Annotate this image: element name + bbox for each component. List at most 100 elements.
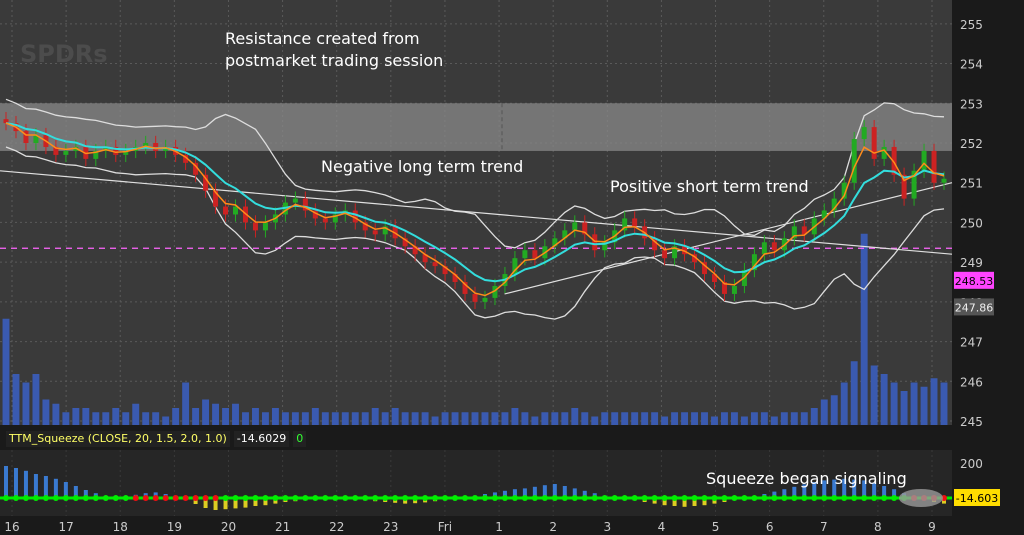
squeeze-dot <box>92 495 99 501</box>
volume-bar <box>501 412 509 425</box>
resistance-annotation-line1: Resistance created from <box>225 29 420 48</box>
volume-bar <box>2 318 10 425</box>
volume-bar <box>242 412 249 425</box>
volume-bar <box>760 412 768 425</box>
volume-bar <box>52 403 60 425</box>
volume-bar <box>601 412 609 425</box>
volume-bar <box>521 412 529 425</box>
squeeze-dot <box>811 495 818 501</box>
volume-bar <box>321 412 329 425</box>
volume-bar <box>12 374 20 425</box>
volume-bar <box>361 412 369 425</box>
price-tick-label: 247 <box>960 336 983 350</box>
momentum-bar <box>43 476 48 498</box>
squeeze-dot <box>372 495 379 501</box>
squeeze-dot <box>601 495 608 501</box>
squeeze-value-badge: -14.603 <box>956 492 998 505</box>
volume-bar <box>531 416 539 425</box>
time-tick-label: 17 <box>58 520 73 534</box>
volume-bar <box>122 412 130 425</box>
squeeze-dot <box>22 495 29 501</box>
squeeze-dot <box>621 495 628 501</box>
resistance-zone <box>0 103 952 151</box>
candle-body <box>462 282 468 294</box>
volume-bar <box>651 412 659 425</box>
volume-bar <box>721 412 728 425</box>
squeeze-dot <box>12 495 19 501</box>
candle-body <box>522 250 528 259</box>
momentum-bar <box>672 498 677 506</box>
momentum-bar <box>233 498 238 509</box>
volume-bar <box>711 416 718 425</box>
momentum-bar <box>522 488 527 498</box>
reference-price-badge-bg <box>954 298 994 316</box>
volume-bar <box>142 412 150 425</box>
time-tick-label: 21 <box>275 520 290 534</box>
squeeze-dot <box>332 495 339 501</box>
volume-bar <box>511 408 519 425</box>
squeeze-dot <box>392 495 399 501</box>
price-tick-label: 255 <box>960 18 983 32</box>
squeeze-dot <box>551 495 558 501</box>
volume-bar <box>271 408 279 425</box>
candle-body <box>861 127 867 140</box>
volume-bar <box>371 408 379 425</box>
volume-bar <box>820 399 828 425</box>
squeeze-dot <box>491 495 498 501</box>
candle-body <box>33 135 39 143</box>
squeeze-panel[interactable] <box>0 450 952 516</box>
volume-bar <box>311 408 319 425</box>
squeeze-dot <box>591 495 598 501</box>
candle-body <box>53 146 59 155</box>
candle-body <box>322 218 328 223</box>
momentum-bar <box>842 478 847 498</box>
squeeze-dot <box>52 495 59 501</box>
momentum-bar <box>862 480 867 498</box>
volume-bars <box>2 233 948 425</box>
candle-body <box>891 146 897 175</box>
volume-bar <box>42 399 50 425</box>
squeeze-dot <box>731 495 738 501</box>
candle-body <box>592 234 598 251</box>
candle-body <box>193 162 199 175</box>
momentum-bar <box>243 498 248 508</box>
squeeze-dot <box>232 495 239 501</box>
volume-bar <box>222 408 229 425</box>
time-tick-label: 22 <box>329 520 344 534</box>
candle-body <box>362 222 368 231</box>
momentum-bar <box>782 489 787 498</box>
candle-body <box>402 238 408 247</box>
squeeze-dot <box>531 495 538 501</box>
squeeze-dot <box>571 495 578 501</box>
momentum-bar <box>562 486 567 498</box>
volume-bar <box>461 412 469 425</box>
squeeze-dot <box>681 495 688 501</box>
candle-body <box>731 285 737 294</box>
momentum-bar <box>792 486 797 498</box>
squeeze-dot <box>651 495 658 501</box>
momentum-bar <box>53 478 58 498</box>
candle-body <box>662 250 668 259</box>
volume-bar <box>441 412 449 425</box>
volume-bar <box>880 374 888 425</box>
squeeze-dot <box>741 495 748 501</box>
volume-bar <box>341 412 349 425</box>
momentum-bar <box>4 466 8 498</box>
momentum-bar <box>662 498 667 506</box>
volume-bar <box>790 412 798 425</box>
price-tick-label: 246 <box>960 375 983 389</box>
positive-trend-annotation: Positive short term trend <box>610 177 809 196</box>
volume-bar <box>232 403 239 425</box>
squeeze-dots <box>0 489 952 507</box>
volume-bar <box>870 365 878 425</box>
momentum-bar <box>542 485 547 498</box>
candle-body <box>911 170 917 199</box>
volume-bar <box>661 416 669 425</box>
momentum-bar <box>203 498 208 508</box>
squeeze-axis: 200 -14.603 <box>954 457 1000 506</box>
momentum-bar <box>572 488 577 498</box>
study-name-label[interactable]: TTM_Squeeze (CLOSE, 20, 1.5, 2.0, 1.0) <box>6 431 230 447</box>
volume-bar <box>401 412 409 425</box>
squeeze-dot <box>422 495 429 501</box>
